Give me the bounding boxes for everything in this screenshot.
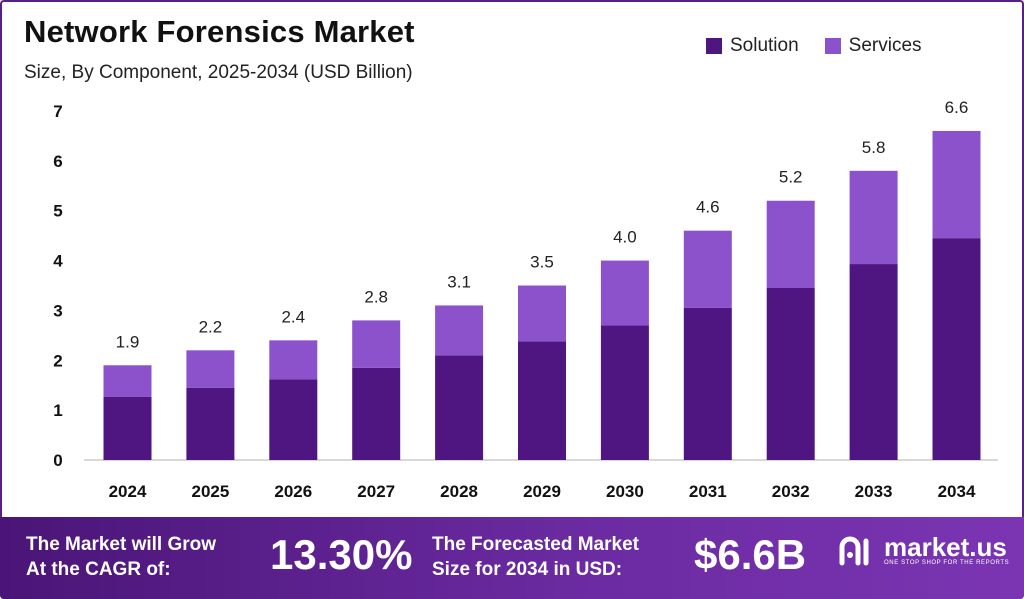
total-label-2025: 2.2 [199,317,223,336]
legend-swatch-solution [706,38,722,54]
bar-solution-2026 [269,379,318,460]
y-tick-label-7: 7 [53,102,62,121]
bar-solution-2033 [849,264,898,460]
bar-services-2029 [518,285,566,342]
bar-chart: 0 1 2 3 4 5 6 7 1.9 2024 2.2 2025 2.4 2026 2.8 2027 3.1 2… [53,98,998,501]
bar-services-2027 [352,320,401,368]
y-tick-label-1: 1 [53,401,62,420]
bar-solution-2031 [683,307,732,460]
bar-solution-2030 [600,325,649,460]
legend-item-services: Services [824,35,922,57]
total-label-2031: 4.6 [696,198,720,217]
forecast-label: The Forecasted Market Size for 2034 in U… [432,532,639,582]
chart-title: Network Forensics Market [24,14,415,49]
total-label-2027: 2.8 [364,287,388,306]
logo-tagline: ONE STOP SHOP FOR THE REPORTS [884,560,1010,566]
y-tick-label-6: 6 [53,152,62,171]
x-tick-label-2028: 2028 [440,482,478,501]
x-tick-label-2030: 2030 [606,482,644,501]
bar-services-2026 [269,340,318,380]
bar-services-2030 [600,260,649,326]
y-tick-label-2: 2 [53,351,62,370]
bar-solution-2027 [352,367,401,460]
x-tick-label-2032: 2032 [772,482,810,501]
bar-solution-2028 [435,355,484,460]
chart-subtitle: Size, By Component, 2025-2034 (USD Billi… [24,62,413,83]
forecast-label-line1: The Forecasted Market [432,534,639,555]
y-tick-label-5: 5 [53,202,62,221]
y-tick-label-0: 0 [53,451,62,470]
total-label-2028: 3.1 [447,272,471,291]
bar-services-2032 [766,200,815,288]
total-label-2032: 5.2 [779,168,803,187]
total-label-2029: 3.5 [530,253,554,272]
total-label-2024: 1.9 [116,332,140,351]
legend-swatch-services [824,38,841,54]
cagr-label: The Market will Grow At the CAGR of: [26,532,216,582]
bar-solution-2024 [103,396,152,460]
cagr-value: 13.30% [270,531,413,578]
cagr-label-line1: The Market will Grow [26,534,217,555]
x-tick-label-2026: 2026 [274,482,312,501]
legend: Solution Services [706,35,922,57]
logo-name: market.us [884,532,1007,562]
forecast-value: $6.6B [694,531,807,578]
y-tick-label-3: 3 [53,301,62,320]
x-tick-label-2027: 2027 [357,482,395,501]
bar-services-2025 [186,350,235,388]
x-tick-label-2025: 2025 [191,482,229,501]
bar-services-2033 [849,170,898,265]
footer-banner: The Market will Grow At the CAGR of: 13.… [0,517,1024,599]
bar-solution-2032 [766,287,815,460]
market-us-logo-icon [839,536,869,566]
cagr-label-line2: At the CAGR of: [26,559,171,580]
total-label-2033: 5.8 [862,138,886,157]
total-label-2034: 6.6 [945,98,969,117]
logo-text: market.us ONE STOP SHOP FOR THE REPORTS [884,534,1009,566]
legend-label-services: Services [848,35,922,56]
total-label-2030: 4.0 [613,228,637,247]
y-tick-label-4: 4 [53,252,63,271]
bar-solution-2034 [932,238,981,460]
legend-label-solution: Solution [730,35,799,56]
market-us-logo: market.us ONE STOP SHOP FOR THE REPORTS [836,533,1009,567]
bar-solution-2029 [518,341,566,460]
x-tick-label-2031: 2031 [689,482,727,501]
legend-item-solution: Solution [706,35,799,57]
x-tick-label-2034: 2034 [938,482,976,501]
x-tick-label-2024: 2024 [109,482,147,501]
bar-services-2031 [683,230,732,308]
bar-services-2034 [932,130,981,239]
bar-services-2024 [103,365,152,397]
x-tick-label-2029: 2029 [523,482,561,501]
x-tick-label-2033: 2033 [855,482,893,501]
bar-solution-2025 [186,387,235,460]
total-label-2026: 2.4 [281,307,305,326]
bar-services-2028 [435,305,484,356]
forecast-label-line2: Size for 2034 in USD: [432,559,623,580]
